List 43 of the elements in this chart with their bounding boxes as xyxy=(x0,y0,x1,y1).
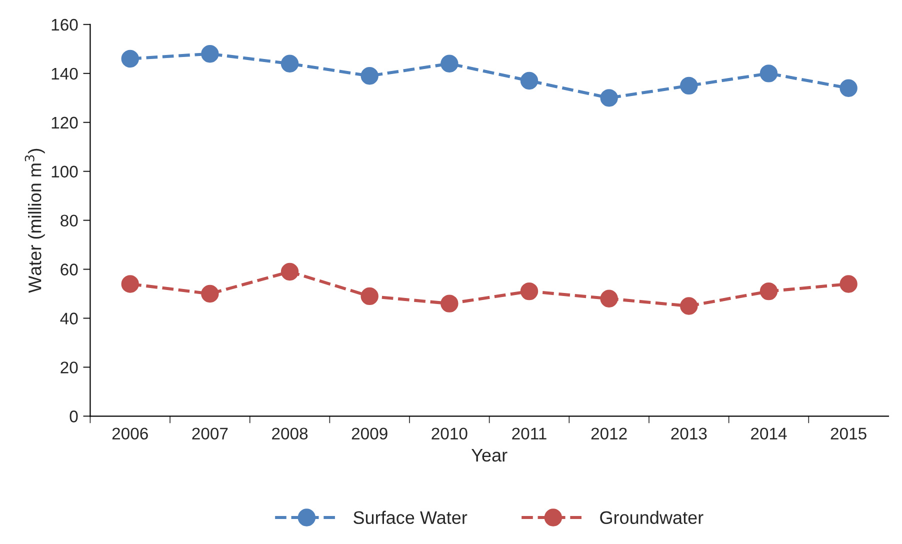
x-tick-label: 2006 xyxy=(112,428,148,440)
point xyxy=(840,275,858,293)
point xyxy=(760,282,778,300)
x-tick-label: 2011 xyxy=(512,428,546,440)
y-axis-title: Water (million m$^{3}$) xyxy=(24,148,45,293)
point xyxy=(201,284,219,303)
legend-label: Groundwater xyxy=(600,510,704,524)
x-tick-label: 2008 xyxy=(272,428,308,440)
point xyxy=(520,72,538,90)
point xyxy=(440,294,458,312)
point xyxy=(201,45,219,63)
x-tick-label: 2012 xyxy=(591,428,627,440)
point xyxy=(280,262,299,281)
y-tick-label: 140 xyxy=(52,68,78,80)
point xyxy=(280,54,299,72)
legend-label: Surface Water xyxy=(354,510,468,524)
y-tick-label: 0 xyxy=(70,410,78,422)
x-axis-title: Year xyxy=(471,449,508,462)
y-tick-label: 40 xyxy=(60,312,78,324)
point xyxy=(121,275,139,293)
point xyxy=(600,89,618,107)
y-tick-label: 100 xyxy=(52,166,78,178)
y-tick-label: 60 xyxy=(60,264,78,276)
point xyxy=(680,297,698,315)
point xyxy=(520,282,538,300)
y-tick-label: 80 xyxy=(60,214,78,227)
x-tick-label: 2010 xyxy=(432,428,468,440)
x-tick-label: 2015 xyxy=(830,428,866,440)
point xyxy=(121,50,139,68)
point xyxy=(680,76,698,95)
point xyxy=(360,67,378,85)
y-tick-label: 160 xyxy=(52,18,78,31)
point xyxy=(840,79,858,97)
x-tick-label: 2013 xyxy=(671,428,707,440)
x-tick-label: 2014 xyxy=(751,428,787,440)
x-tick-label: 2007 xyxy=(192,428,228,440)
y-tick-label: 20 xyxy=(60,362,78,374)
x-tick-label: 2009 xyxy=(352,428,388,440)
point xyxy=(360,287,378,306)
point xyxy=(600,290,618,308)
point xyxy=(760,64,778,82)
y-tick-label: 120 xyxy=(52,116,78,129)
point xyxy=(440,54,458,72)
